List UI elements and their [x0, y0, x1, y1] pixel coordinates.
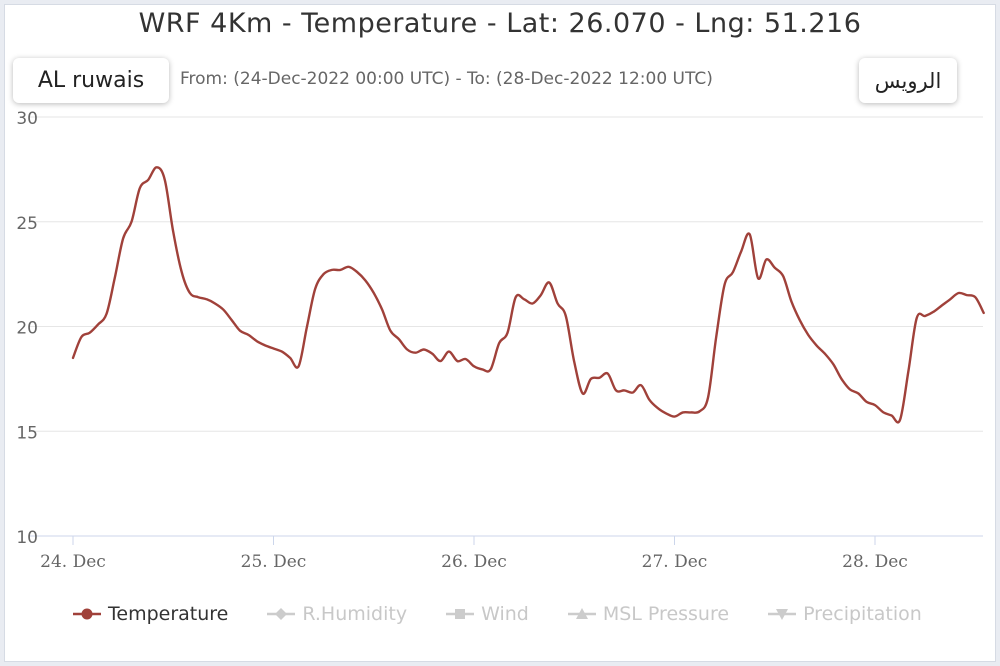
- legend-item-r-humidity[interactable]: R.Humidity: [266, 603, 407, 625]
- legend-item-msl-pressure[interactable]: MSL Pressure: [567, 603, 729, 625]
- location-name-arabic: الرويس: [859, 58, 957, 103]
- y-tick-label: 15: [16, 423, 38, 443]
- x-tick-label: 24. Dec: [40, 552, 106, 572]
- x-tick-label: 27. Dec: [642, 552, 708, 572]
- legend-item-temperature[interactable]: Temperature: [72, 603, 228, 625]
- y-tick-label: 20: [16, 319, 38, 339]
- x-axis: [30, 535, 983, 545]
- chart-subtitle: From: (24-Dec-2022 00:00 UTC) - To: (28-…: [180, 69, 713, 89]
- legend-item-wind[interactable]: Wind: [445, 603, 529, 625]
- legend-label: MSL Pressure: [602, 603, 730, 625]
- y-axis-labels: 10 15 20 25 30: [16, 109, 38, 548]
- chart-panel: [4, 4, 996, 662]
- location-name-english: AL ruwais: [13, 58, 169, 103]
- legend-triangle-icon: [567, 608, 596, 619]
- chart-legend: Temperature R.Humidity Wind MSL Pressure Pre…: [72, 603, 960, 625]
- series-temperature: [71, 166, 985, 424]
- legend-circle-icon: [73, 608, 101, 620]
- temperature-series-line: [71, 166, 985, 424]
- y-tick-label: 30: [16, 109, 38, 129]
- y-tick-label: 25: [16, 214, 38, 234]
- legend-triangle-down-icon: [768, 609, 797, 620]
- grid-lines: [30, 116, 983, 432]
- legend-label: R.Humidity: [302, 603, 408, 625]
- legend-diamond-icon: [267, 608, 296, 620]
- chart-title: WRF 4Km - Temperature - Lat: 26.070 - Ln…: [138, 8, 862, 39]
- x-tick-label: 25. Dec: [241, 552, 307, 572]
- legend-square-icon: [446, 609, 475, 619]
- x-axis-labels: 24. Dec 25. Dec 26. Dec 27. Dec 28. Dec: [40, 552, 908, 572]
- legend-item-precipitation[interactable]: Precipitation: [767, 603, 922, 625]
- legend-label: Temperature: [108, 603, 229, 625]
- x-tick-label: 28. Dec: [842, 552, 908, 572]
- legend-label: Wind: [481, 603, 529, 625]
- y-tick-label: 10: [16, 528, 38, 548]
- legend-label: Precipitation: [803, 603, 922, 625]
- x-tick-label: 26. Dec: [441, 552, 507, 572]
